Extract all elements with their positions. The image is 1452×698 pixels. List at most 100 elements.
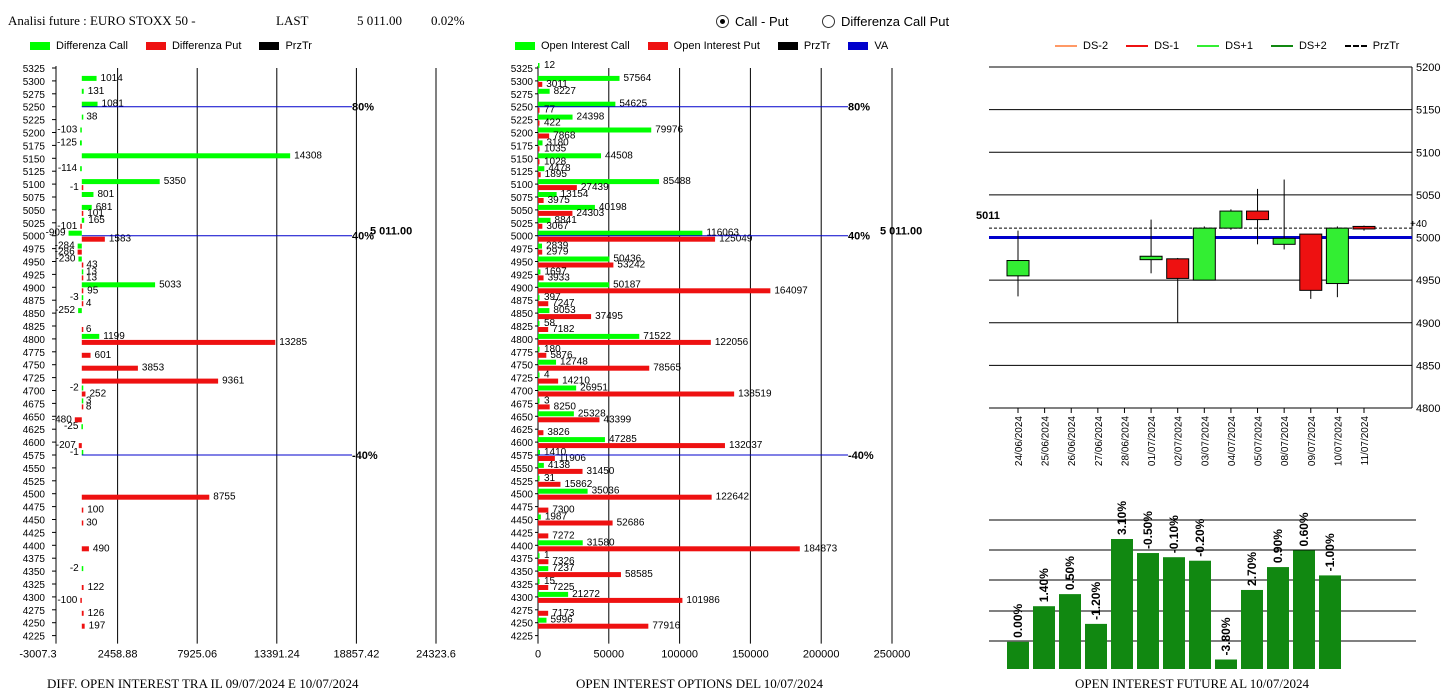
data-label: 8841 bbox=[555, 215, 578, 226]
legend-swatch bbox=[515, 42, 535, 50]
oi-bar bbox=[1215, 659, 1237, 669]
bar-put bbox=[81, 236, 105, 242]
y-tick-label: 4375 bbox=[511, 554, 534, 565]
data-label: 2979 bbox=[546, 247, 569, 258]
bar-call bbox=[538, 308, 550, 314]
x-tick-label: 200000 bbox=[803, 649, 840, 661]
bar-put bbox=[538, 223, 543, 229]
y-tick-label: 4875 bbox=[23, 296, 46, 307]
bar-put bbox=[81, 520, 84, 526]
y-tick-label: 4550 bbox=[511, 464, 534, 475]
candle-body bbox=[1246, 210, 1270, 221]
x-tick-label: 100000 bbox=[661, 649, 698, 661]
bar-call bbox=[538, 256, 610, 262]
y-tick-label: 4975 bbox=[511, 245, 534, 256]
data-label: 681 bbox=[96, 202, 113, 213]
y-tick-label: 4350 bbox=[23, 567, 46, 578]
candle-body bbox=[1299, 233, 1323, 291]
data-label: 7326 bbox=[552, 556, 575, 567]
y-tick-label: 4700 bbox=[511, 387, 534, 398]
data-label: 1081 bbox=[102, 99, 125, 110]
data-label: 40198 bbox=[599, 202, 627, 213]
legend-label: DS-2 bbox=[1083, 40, 1109, 52]
y-tick-label: 5225 bbox=[511, 116, 534, 127]
data-label: 30 bbox=[86, 518, 98, 529]
y-tick-label: 5050 bbox=[1416, 190, 1440, 202]
x-tick-label: 24/06/2024 bbox=[1014, 416, 1025, 466]
data-label: 25328 bbox=[578, 408, 606, 419]
bar-call bbox=[538, 63, 540, 68]
bar-call bbox=[81, 295, 84, 301]
data-label: -125 bbox=[57, 137, 77, 148]
bar-call bbox=[81, 269, 84, 275]
bar-put bbox=[538, 275, 544, 281]
data-label: 252 bbox=[89, 389, 106, 400]
bar-call bbox=[80, 166, 82, 172]
candle-body bbox=[1139, 255, 1163, 261]
bar-put bbox=[538, 172, 541, 178]
footer-right: OPEN INTEREST FUTURE AL 10/07/2024 bbox=[1075, 676, 1310, 691]
y-tick-label: 4275 bbox=[511, 606, 534, 617]
candle-body bbox=[1006, 260, 1030, 277]
data-label: 3180 bbox=[547, 137, 570, 148]
y-tick-label: 4800 bbox=[23, 335, 46, 346]
bar-put bbox=[538, 610, 549, 616]
radio-call-put-label: Call - Put bbox=[735, 14, 789, 29]
data-label: 77916 bbox=[652, 621, 680, 632]
bar-call bbox=[538, 269, 541, 275]
x-tick-label: 01/07/2024 bbox=[1147, 416, 1158, 466]
y-tick-label: 4825 bbox=[23, 322, 46, 333]
data-label: 57564 bbox=[624, 73, 652, 84]
y-tick-label: 4900 bbox=[511, 283, 534, 294]
y-tick-label: 4300 bbox=[23, 593, 46, 604]
bar-call bbox=[538, 437, 605, 443]
data-label: 8250 bbox=[554, 401, 577, 412]
data-label: 5350 bbox=[164, 176, 187, 187]
bar-call bbox=[538, 333, 640, 339]
last-label: LAST bbox=[276, 13, 309, 28]
x-tick-label: 03/07/2024 bbox=[1200, 416, 1211, 466]
data-label: 58585 bbox=[625, 569, 653, 580]
y-tick-label: 4225 bbox=[511, 632, 534, 643]
data-label: 138519 bbox=[738, 389, 772, 400]
data-label: 15862 bbox=[564, 479, 592, 490]
price-label: 5 011.00 bbox=[880, 226, 922, 238]
bar-put bbox=[80, 223, 82, 229]
bar-call bbox=[538, 114, 573, 120]
data-label: -100 bbox=[57, 595, 77, 606]
bar-put bbox=[538, 198, 544, 203]
data-label: 37495 bbox=[595, 311, 623, 322]
legend-item: DS+2 bbox=[1270, 40, 1327, 52]
radio-call-put[interactable]: Call - Put bbox=[716, 14, 788, 29]
prztr-value-label: 5011 bbox=[976, 210, 1000, 222]
x-tick-label: 04/07/2024 bbox=[1227, 416, 1238, 466]
data-label: -286 bbox=[55, 247, 75, 258]
y-tick-label: 5175 bbox=[23, 141, 46, 152]
y-tick-label: 5325 bbox=[23, 64, 46, 75]
oi-bar-label: 0.90% bbox=[1271, 529, 1285, 563]
data-label: 7272 bbox=[552, 530, 575, 541]
bar-put bbox=[81, 185, 84, 191]
bar-put bbox=[538, 249, 543, 255]
y-tick-label: 4950 bbox=[23, 258, 46, 269]
bar-put bbox=[81, 610, 84, 616]
radio-differenza-call-put[interactable]: Differenza Call Put bbox=[822, 14, 949, 29]
data-label: 44508 bbox=[605, 150, 633, 161]
data-label: 11906 bbox=[559, 453, 587, 464]
data-label: 3975 bbox=[548, 195, 571, 206]
legend-item: VA bbox=[848, 40, 888, 52]
y-tick-label: 5050 bbox=[511, 206, 534, 217]
data-label: 7173 bbox=[552, 608, 575, 619]
bar-call bbox=[81, 566, 84, 572]
y-tick-label: 5125 bbox=[23, 167, 46, 178]
data-label: 1697 bbox=[544, 266, 567, 277]
y-tick-label: 5225 bbox=[23, 116, 46, 127]
legend-left: Differenza Call Differenza Put PrzTr bbox=[30, 40, 330, 52]
bar-put bbox=[81, 327, 84, 332]
data-label: 53242 bbox=[617, 260, 645, 271]
y-tick-label: 4675 bbox=[511, 399, 534, 410]
y-tick-label: 5025 bbox=[23, 219, 46, 230]
x-tick-label: 10/07/2024 bbox=[1333, 416, 1344, 466]
data-label: 8 bbox=[86, 401, 92, 412]
bar-put bbox=[538, 314, 592, 320]
